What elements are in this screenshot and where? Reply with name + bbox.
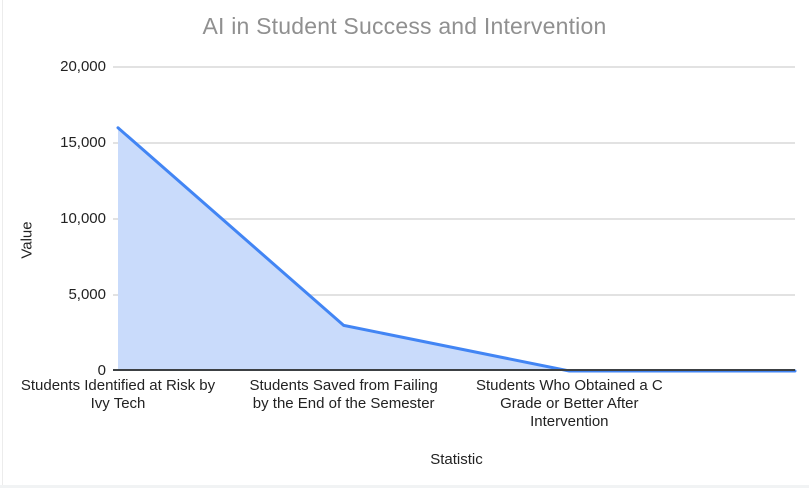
gridline [113,218,795,220]
gridline [113,294,795,296]
window-left-edge-line [2,0,3,488]
gridline [113,142,795,144]
area-series [116,126,797,373]
y-tick-label: 0 [97,362,106,379]
x-axis-title: Statistic [430,451,483,468]
gridline [113,66,795,68]
y-tick-label: 5,000 [68,286,106,303]
chart-title: AI in Student Success and Intervention [202,13,607,39]
y-tick-label: 20,000 [60,58,106,75]
x-axis-line [113,369,795,371]
window-bottom-edge-line [0,485,809,488]
area-fill [118,127,795,371]
series-line [116,126,797,373]
x-category-label: Students Who Obtained a C Grade or Bette… [475,377,663,430]
y-tick-label: 15,000 [60,134,106,151]
y-tick-label: 10,000 [60,210,106,227]
x-category-label: Students Saved from Failing by the End o… [249,377,438,412]
plot-area [113,66,797,373]
x-category-label: Students Identified at Risk by Ivy Tech [20,377,216,412]
